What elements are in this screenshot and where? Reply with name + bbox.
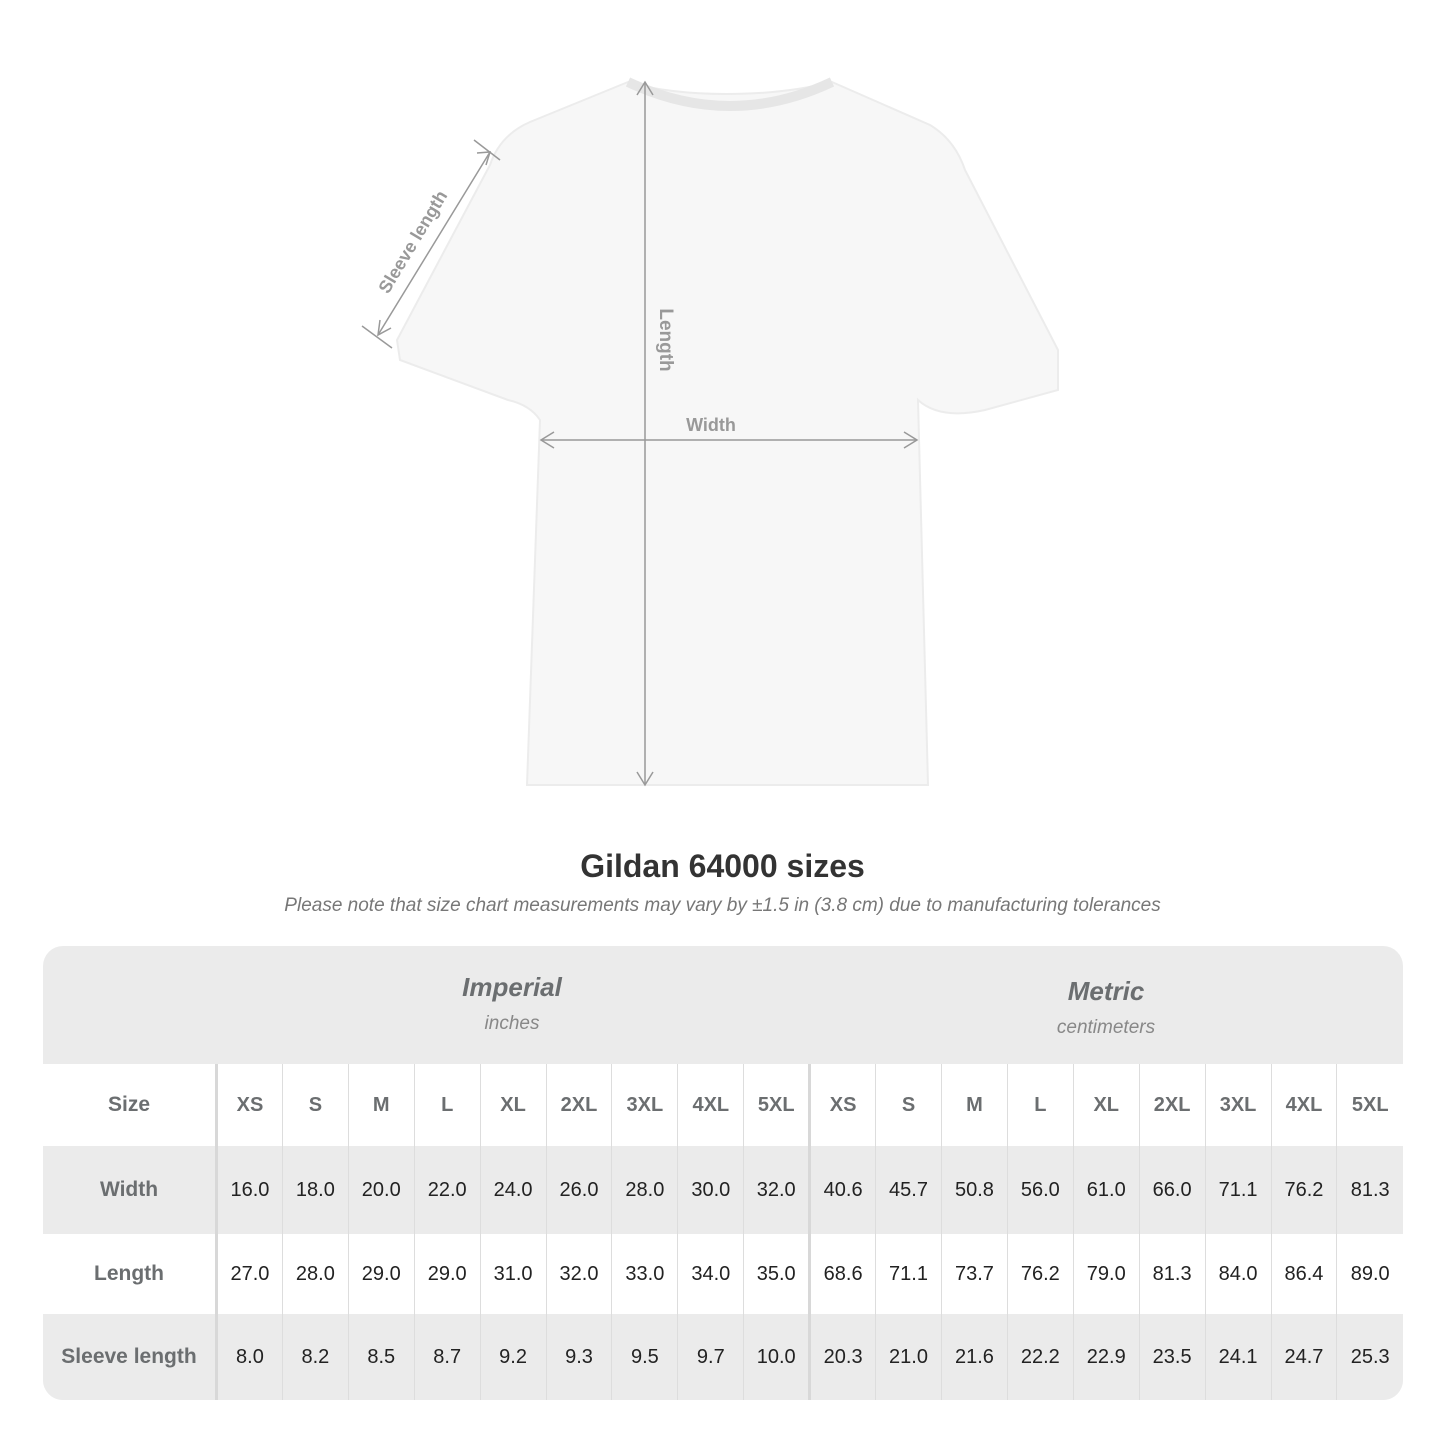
table-cell: 84.0 xyxy=(1204,1234,1271,1314)
table-cell: 61.0 xyxy=(1072,1146,1140,1234)
size-column-header: 3XL xyxy=(611,1064,678,1146)
size-column-header: 3XL xyxy=(1204,1064,1271,1146)
table-cell: 56.0 xyxy=(1006,1146,1074,1234)
row-label: Length xyxy=(94,1262,164,1285)
size-column-header: 4XL xyxy=(677,1064,744,1146)
table-cell: 31.0 xyxy=(479,1234,547,1314)
table-cell: 32.0 xyxy=(545,1234,612,1314)
table-cell: 71.1 xyxy=(1204,1146,1271,1234)
table-cell: 79.0 xyxy=(1072,1234,1140,1314)
size-column-header: 2XL xyxy=(545,1064,612,1146)
size-column-header: XL xyxy=(1072,1064,1140,1146)
imperial-header: Imperial inches xyxy=(215,946,809,1090)
table-cell: 73.7 xyxy=(940,1234,1008,1314)
metric-unit: centimeters xyxy=(1056,1017,1156,1038)
imperial-unit: inches xyxy=(484,1013,540,1034)
size-column-header: 5XL xyxy=(1336,1064,1403,1146)
metric-header: Metric centimeters xyxy=(809,946,1403,1094)
table-cell: 22.2 xyxy=(1006,1314,1074,1400)
table-cell: 23.5 xyxy=(1138,1314,1206,1400)
table-cell: 76.2 xyxy=(1006,1234,1074,1314)
table-cell: 8.7 xyxy=(413,1314,481,1400)
size-grid: Size XS S M L XL 2XL 3XL 4XL 5XL XS S M L XL 2XL 3XL 4XL 5… xyxy=(43,1064,1403,1400)
table-cell: 81.3 xyxy=(1138,1234,1206,1314)
size-column-header: M xyxy=(347,1064,415,1146)
table-cell: 10.0 xyxy=(743,1314,810,1400)
table-cell: 76.2 xyxy=(1270,1146,1337,1234)
size-column-header: M xyxy=(940,1064,1008,1146)
size-column-header: S xyxy=(875,1064,942,1146)
size-column-header: 2XL xyxy=(1138,1064,1206,1146)
table-cell: 21.0 xyxy=(875,1314,942,1400)
table-cell: 22.9 xyxy=(1072,1314,1140,1400)
size-column-header: XS xyxy=(215,1064,283,1146)
table-cell: 34.0 xyxy=(677,1234,744,1314)
table-cell: 20.0 xyxy=(347,1146,415,1234)
table-cell: 28.0 xyxy=(611,1146,678,1234)
length-label: Length xyxy=(655,308,676,371)
measure-lines xyxy=(361,80,919,787)
table-row: Sleeve length 8.0 8.2 8.5 8.7 9.2 9.3 9.5 9.7 10.… xyxy=(43,1314,1403,1400)
table-cell: 32.0 xyxy=(743,1146,810,1234)
table-cell: 71.1 xyxy=(875,1234,942,1314)
table-cell: 28.0 xyxy=(281,1234,349,1314)
tshirt-shape xyxy=(395,80,1059,786)
metric-label: Metric xyxy=(1067,976,1145,1006)
table-cell: 8.0 xyxy=(215,1314,283,1400)
size-column-header: L xyxy=(1006,1064,1074,1146)
table-row: Length 27.0 28.0 29.0 29.0 31.0 32.0 33.0 34.0 35… xyxy=(43,1234,1403,1314)
table-cell: 21.6 xyxy=(940,1314,1008,1400)
table-cell: 68.6 xyxy=(808,1234,876,1314)
table-cell: 9.2 xyxy=(479,1314,547,1400)
table-cell: 8.2 xyxy=(281,1314,349,1400)
table-cell: 29.0 xyxy=(347,1234,415,1314)
table-cell: 16.0 xyxy=(215,1146,283,1234)
table-cell: 25.3 xyxy=(1336,1314,1403,1400)
table-cell: 40.6 xyxy=(808,1146,876,1234)
size-header: Size xyxy=(107,1093,151,1116)
table-cell: 24.0 xyxy=(479,1146,547,1234)
size-column-header: XS xyxy=(808,1064,876,1146)
tolerance-note: Please note that size chart measurements… xyxy=(284,895,1161,916)
table-cell: 29.0 xyxy=(413,1234,481,1314)
row-label: Sleeve length xyxy=(61,1345,197,1368)
collar xyxy=(625,77,835,111)
table-cell: 20.3 xyxy=(808,1314,876,1400)
size-column-header: 4XL xyxy=(1270,1064,1337,1146)
size-column-header: 5XL xyxy=(743,1064,810,1146)
table-cell: 45.7 xyxy=(875,1146,942,1234)
size-column-header: XL xyxy=(479,1064,547,1146)
table-cell: 27.0 xyxy=(215,1234,283,1314)
tshirt-diagram: Sleeve length Length Width xyxy=(361,77,1059,787)
table-cell: 30.0 xyxy=(677,1146,744,1234)
table-cell: 86.4 xyxy=(1270,1234,1337,1314)
table-cell: 50.8 xyxy=(940,1146,1008,1234)
table-cell: 9.7 xyxy=(677,1314,744,1400)
table-cell: 81.3 xyxy=(1336,1146,1403,1234)
table-cell: 18.0 xyxy=(281,1146,349,1234)
page-title: Gildan 64000 sizes xyxy=(580,848,865,884)
table-cell: 24.7 xyxy=(1270,1314,1337,1400)
table-cell: 26.0 xyxy=(545,1146,612,1234)
size-table: Imperial inches Metric centimeters Size X… xyxy=(43,946,1403,1400)
table-cell: 35.0 xyxy=(743,1234,810,1314)
size-column-header: S xyxy=(281,1064,349,1146)
table-cell: 89.0 xyxy=(1336,1234,1403,1314)
table-cell: 9.5 xyxy=(611,1314,678,1400)
table-cell: 33.0 xyxy=(611,1234,678,1314)
table-cell: 9.3 xyxy=(545,1314,612,1400)
table-cell: 24.1 xyxy=(1204,1314,1271,1400)
imperial-label: Imperial xyxy=(462,972,562,1002)
table-row: Width 16.0 18.0 20.0 22.0 24.0 26.0 28.0 30.0 32.… xyxy=(43,1146,1403,1234)
table-cell: 66.0 xyxy=(1138,1146,1206,1234)
table-cell: 22.0 xyxy=(413,1146,481,1234)
table-cell: 8.5 xyxy=(347,1314,415,1400)
row-label: Width xyxy=(99,1178,159,1201)
width-label: Width xyxy=(686,415,736,435)
size-header-row: Size XS S M L XL 2XL 3XL 4XL 5XL XS S M L XL 2XL 3XL 4XL 5… xyxy=(43,1064,1403,1146)
size-column-header: L xyxy=(413,1064,481,1146)
